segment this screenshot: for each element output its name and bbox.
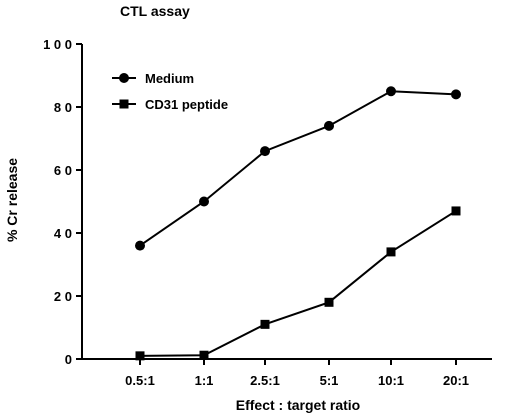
y-axis-title: % Cr release [4, 158, 20, 242]
data-point-square [386, 247, 396, 257]
data-point-circle [324, 120, 334, 131]
data-point-circle [386, 86, 396, 97]
axes [81, 44, 492, 360]
data-point-square [324, 297, 334, 307]
series-line [139, 210, 457, 357]
y-tick-label: 0 [65, 352, 72, 367]
y-axis-ticks: 0 2 0 4 0 6 0 8 0 1 0 0 [43, 37, 82, 367]
data-point-circle [135, 240, 145, 251]
series-medium [135, 86, 461, 251]
legend-marker-square [119, 99, 129, 109]
x-tick-label: 2.5:1 [250, 373, 280, 388]
legend: Medium CD31 peptide [112, 71, 228, 112]
legend-label: Medium [145, 71, 194, 86]
y-tick-label: 2 0 [54, 289, 72, 304]
legend-marker-circle [119, 73, 129, 83]
legend-entry: Medium [112, 71, 194, 86]
y-tick-label: 6 0 [54, 163, 72, 178]
x-tick-label: 5:1 [320, 373, 339, 388]
data-point-circle [260, 146, 270, 157]
data-point-square [135, 351, 145, 361]
chart-title: CTL assay [120, 3, 190, 19]
data-point-circle [199, 196, 209, 207]
data-point-square [260, 319, 270, 329]
y-tick-label: 8 0 [54, 100, 72, 115]
legend-label: CD31 peptide [145, 97, 228, 112]
x-axis-title: Effect : target ratio [236, 397, 360, 413]
data-point-circle [451, 89, 461, 100]
y-tick-label: 1 0 0 [43, 37, 72, 52]
x-axis-ticks: 0.5:1 1:1 2.5:1 5:1 10:1 20:1 [125, 359, 469, 388]
legend-entry: CD31 peptide [112, 97, 228, 112]
data-point-square [199, 350, 209, 360]
x-tick-label: 0.5:1 [125, 373, 155, 388]
y-tick-label: 4 0 [54, 226, 72, 241]
x-tick-label: 1:1 [195, 373, 214, 388]
series-layer [135, 86, 461, 361]
data-point-square [451, 206, 461, 216]
series-line [139, 90, 457, 247]
series-cd31-peptide [135, 206, 461, 361]
x-tick-label: 20:1 [443, 373, 469, 388]
x-tick-label: 10:1 [378, 373, 404, 388]
